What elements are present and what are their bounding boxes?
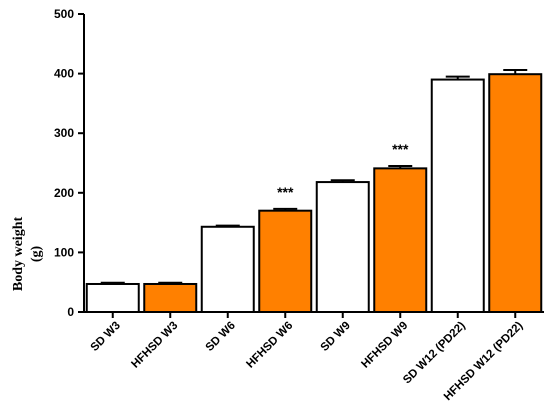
y-tick-label: 300 — [54, 126, 74, 140]
x-category-label: SD W12 (PD22) — [401, 320, 468, 387]
y-tick-label: 200 — [54, 186, 74, 200]
significance-label: *** — [277, 184, 294, 200]
bar — [258, 209, 313, 313]
bar — [315, 181, 370, 313]
x-category-label: HFHSD W9 — [359, 320, 410, 371]
bar — [200, 225, 255, 313]
y-tick-label: 400 — [54, 67, 74, 81]
x-category-label: SD W6 — [204, 320, 238, 354]
bar — [430, 78, 485, 313]
bar — [85, 282, 140, 314]
axes — [83, 14, 544, 313]
y-tick-label: 500 — [54, 7, 74, 21]
x-category-label: HFHSD W3 — [129, 320, 180, 371]
y-tick-label: 0 — [67, 305, 74, 319]
y-axis-title: Body weight (g) — [11, 217, 44, 292]
y-axis-title-line2: (g) — [29, 246, 44, 263]
x-category-label: SD W3 — [89, 320, 123, 354]
y-axis-ticks: 0 100 200 300 400 500 — [54, 7, 84, 319]
bars — [85, 73, 543, 314]
y-axis-title-line1: Body weight — [11, 217, 26, 292]
x-category-label: SD W9 — [319, 320, 353, 354]
error-bars — [100, 69, 528, 284]
bar — [143, 282, 198, 314]
bar — [488, 73, 543, 313]
bar — [373, 167, 428, 313]
significance-annotations: *** *** — [277, 141, 409, 200]
x-axis-category-labels: SD W3 HFHSD W3 SD W6 HFHSD W6 SD W9 HFHSD W9S… — [89, 312, 525, 403]
y-tick-label: 100 — [54, 245, 74, 259]
significance-label: *** — [392, 141, 409, 157]
x-category-label: HFHSD W6 — [244, 320, 295, 371]
